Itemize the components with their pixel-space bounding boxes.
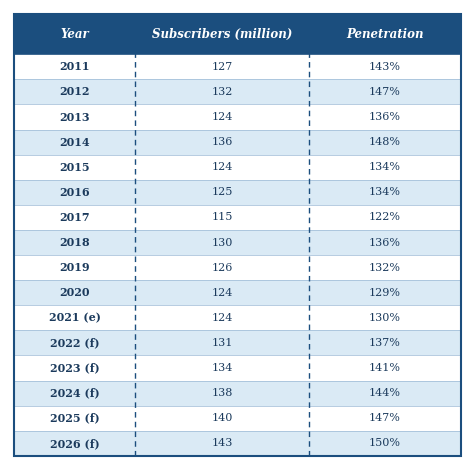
Bar bbox=[14, 180, 461, 205]
Text: 147%: 147% bbox=[369, 87, 401, 97]
Text: 140: 140 bbox=[211, 413, 233, 423]
Bar bbox=[14, 205, 461, 230]
Text: 125: 125 bbox=[211, 188, 233, 197]
Bar bbox=[14, 155, 461, 180]
Text: 2023 (f): 2023 (f) bbox=[50, 362, 99, 374]
Text: 141%: 141% bbox=[369, 363, 401, 373]
Text: 126: 126 bbox=[211, 263, 233, 273]
Bar bbox=[14, 79, 461, 104]
Text: 137%: 137% bbox=[369, 338, 401, 348]
Text: 136%: 136% bbox=[369, 112, 401, 122]
Text: Penetration: Penetration bbox=[346, 28, 424, 41]
Text: 2016: 2016 bbox=[59, 187, 90, 198]
Bar bbox=[14, 431, 461, 456]
Text: 130: 130 bbox=[211, 237, 233, 248]
Text: 124: 124 bbox=[211, 313, 233, 323]
Text: 2026 (f): 2026 (f) bbox=[50, 438, 99, 449]
Bar bbox=[14, 330, 461, 355]
Bar bbox=[14, 54, 461, 79]
Text: 144%: 144% bbox=[369, 388, 401, 398]
Bar bbox=[14, 355, 461, 381]
Text: 143%: 143% bbox=[369, 62, 401, 72]
Text: Year: Year bbox=[60, 28, 89, 41]
Text: 124: 124 bbox=[211, 288, 233, 298]
Text: 2025 (f): 2025 (f) bbox=[50, 413, 99, 424]
Text: 150%: 150% bbox=[369, 439, 401, 448]
Text: 131: 131 bbox=[211, 338, 233, 348]
Bar bbox=[14, 280, 461, 306]
Text: 2018: 2018 bbox=[59, 237, 90, 248]
Bar bbox=[14, 14, 461, 54]
Text: 130%: 130% bbox=[369, 313, 401, 323]
Text: 124: 124 bbox=[211, 162, 233, 172]
Text: 2024 (f): 2024 (f) bbox=[50, 388, 99, 399]
Text: Subscribers (million): Subscribers (million) bbox=[152, 28, 292, 41]
Bar bbox=[14, 130, 461, 155]
Bar bbox=[14, 104, 461, 130]
Bar bbox=[14, 306, 461, 330]
Text: 2019: 2019 bbox=[59, 262, 90, 273]
Text: 134%: 134% bbox=[369, 188, 401, 197]
Text: 2014: 2014 bbox=[59, 137, 90, 148]
Text: 2012: 2012 bbox=[59, 86, 90, 97]
Text: 132%: 132% bbox=[369, 263, 401, 273]
Text: 136: 136 bbox=[211, 137, 233, 147]
Text: 2013: 2013 bbox=[59, 111, 90, 123]
Text: 138: 138 bbox=[211, 388, 233, 398]
Text: 136%: 136% bbox=[369, 237, 401, 248]
Text: 127: 127 bbox=[211, 62, 232, 72]
Text: 147%: 147% bbox=[369, 413, 401, 423]
Text: 129%: 129% bbox=[369, 288, 401, 298]
Text: 2022 (f): 2022 (f) bbox=[50, 337, 99, 348]
Text: 2015: 2015 bbox=[59, 162, 90, 172]
Text: 143: 143 bbox=[211, 439, 233, 448]
Text: 124: 124 bbox=[211, 112, 233, 122]
Text: 132: 132 bbox=[211, 87, 233, 97]
Text: 134: 134 bbox=[211, 363, 233, 373]
Text: 2011: 2011 bbox=[59, 61, 90, 72]
Bar bbox=[14, 230, 461, 255]
Text: 2017: 2017 bbox=[59, 212, 90, 223]
Bar bbox=[14, 381, 461, 406]
Text: 148%: 148% bbox=[369, 137, 401, 147]
Text: 134%: 134% bbox=[369, 162, 401, 172]
Text: 2020: 2020 bbox=[59, 287, 90, 298]
Text: 2021 (e): 2021 (e) bbox=[48, 313, 101, 323]
Bar bbox=[14, 255, 461, 280]
Bar bbox=[14, 406, 461, 431]
Text: 122%: 122% bbox=[369, 212, 401, 222]
Text: 115: 115 bbox=[211, 212, 233, 222]
